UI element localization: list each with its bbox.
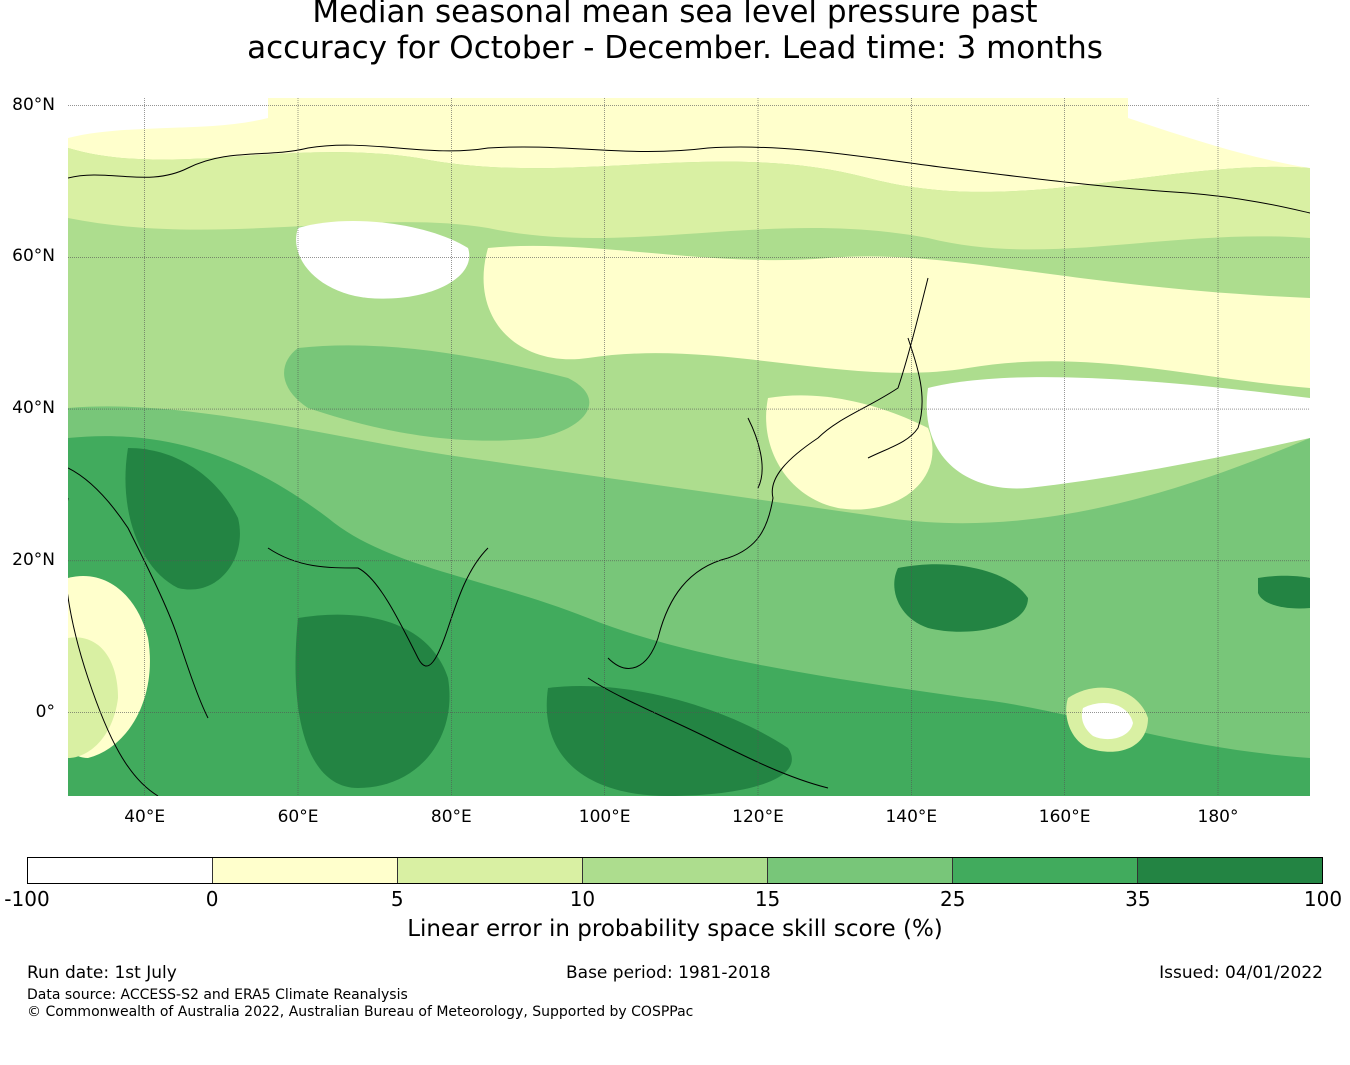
- field-dateline-dark: [1258, 575, 1310, 609]
- chart-title: Median seasonal mean sea level pressure …: [0, 0, 1350, 66]
- arctic-coastline: [68, 144, 1310, 214]
- graticule: [68, 98, 1310, 796]
- lon-label: 140°E: [885, 807, 938, 827]
- skill-score-map: [68, 98, 1310, 796]
- lon-label: 120°E: [732, 807, 784, 827]
- field-china-pale: [766, 395, 933, 510]
- lon-label: 100°E: [578, 807, 631, 827]
- lat-label: 0°: [35, 701, 55, 722]
- field-arctic-white: [68, 98, 268, 138]
- map-canvas: [68, 98, 1310, 796]
- colorbar-label: Linear error in probability space skill …: [407, 916, 943, 942]
- field-arctic-east-white: [1128, 98, 1310, 168]
- field-maritime-dark: [546, 686, 792, 796]
- korea-coastline: [747, 417, 763, 489]
- lon-label: 40°E: [124, 807, 166, 827]
- lat-label: 20°N: [12, 549, 55, 570]
- data-source: Data source: ACCESS-S2 and ERA5 Climate …: [27, 987, 408, 1003]
- colorbar-tick-label: 15: [754, 887, 781, 911]
- lat-label: 80°N: [12, 94, 55, 115]
- colorbar-segment: [28, 858, 213, 883]
- field-north-light: [68, 148, 1310, 250]
- colorbar: [27, 857, 1323, 884]
- lat-label: 40°N: [12, 398, 55, 419]
- africa-coastline: [68, 498, 159, 796]
- field-nwpacific-white: [926, 377, 1310, 489]
- lon-label: 160°E: [1038, 807, 1091, 827]
- colorbar-segment: [398, 858, 583, 883]
- japan-coastline: [867, 337, 923, 459]
- lon-label: 80°E: [430, 807, 472, 827]
- lon-label: 60°E: [277, 807, 319, 827]
- colorbar-segment: [768, 858, 953, 883]
- field-siberia-white: [296, 220, 470, 299]
- field-indian-ocean-dark: [295, 614, 450, 788]
- colorbar-segment: [1138, 858, 1322, 883]
- copyright: © Commonwealth of Australia 2022, Austra…: [27, 1004, 694, 1020]
- colorbar-tick-label: 35: [1125, 887, 1151, 911]
- field-pacific-dark: [894, 564, 1028, 632]
- run-date: Run date: 1st July: [27, 963, 177, 983]
- colorbar-tick-label: 0: [205, 887, 219, 911]
- field-north-pale: [68, 98, 1310, 192]
- colorbar-tick-label: 10: [569, 887, 596, 911]
- title-line-1: Median seasonal mean sea level pressure …: [312, 0, 1038, 30]
- colorbar-segment: [213, 858, 398, 883]
- base-period: Base period: 1981-2018: [566, 963, 771, 983]
- india-coastline: [267, 547, 489, 667]
- field-pacific-white: [1081, 703, 1133, 740]
- red-sea-coastline: [68, 467, 209, 719]
- colorbar-segment: [583, 858, 768, 883]
- issued-date: Issued: 04/01/2022: [1159, 963, 1323, 983]
- field-central-pale: [483, 245, 1310, 388]
- indonesia-coastline: [587, 677, 829, 789]
- colorbar-tick-label: -100: [4, 887, 50, 911]
- colorbar-tick-label: 100: [1303, 887, 1343, 911]
- field-mongolia-green: [284, 345, 590, 441]
- east-asia-coastline: [607, 277, 929, 669]
- colorbar-segment: [953, 858, 1138, 883]
- lat-label: 60°N: [12, 246, 55, 267]
- field-africa-light: [68, 637, 118, 758]
- field-arabia-dark: [125, 448, 240, 590]
- colorbar-tick-label: 25: [939, 887, 966, 911]
- coastlines: [68, 144, 1310, 796]
- title-line-2: accuracy for October - December. Lead ti…: [247, 30, 1103, 66]
- lon-label: 180°: [1197, 807, 1239, 827]
- colorbar-tick-label: 5: [390, 887, 404, 911]
